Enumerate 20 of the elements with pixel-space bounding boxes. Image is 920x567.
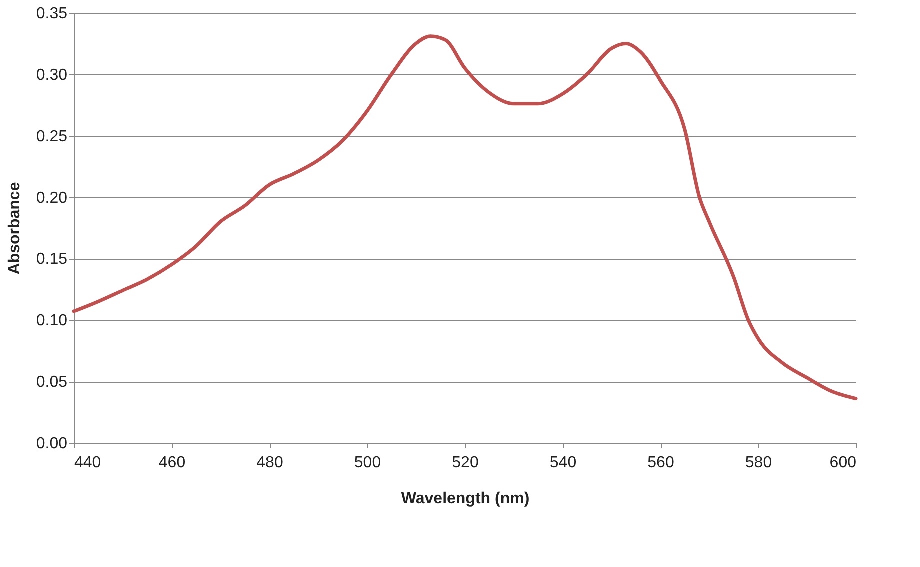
x-tick-label: 500 [354, 454, 382, 472]
x-tick-label: 520 [452, 454, 479, 472]
x-tick-label: 600 [830, 454, 857, 472]
x-tick-label: 460 [158, 454, 186, 472]
x-axis-title: Wavelength (nm) [401, 490, 530, 508]
y-axis-title: Absorbance [6, 182, 24, 275]
y-tick-label: 0.05 [36, 374, 68, 392]
y-tick-label: 0.25 [36, 128, 68, 146]
line-series [72, 34, 858, 401]
y-tick-label: 0.35 [36, 6, 68, 22]
x-tick-label: 480 [256, 454, 284, 472]
y-tick-label: 0.20 [36, 190, 68, 207]
y-tick-label: 0.10 [36, 312, 68, 330]
x-tick-label: 440 [74, 454, 102, 472]
x-tick-label: 580 [745, 454, 772, 472]
y-tick-label: 0.30 [36, 66, 68, 84]
x-tick-label: 540 [550, 454, 577, 472]
y-tick-label: 0.00 [36, 436, 68, 452]
x-tick-label: 560 [648, 454, 674, 472]
y-tick-label: 0.15 [36, 251, 68, 268]
